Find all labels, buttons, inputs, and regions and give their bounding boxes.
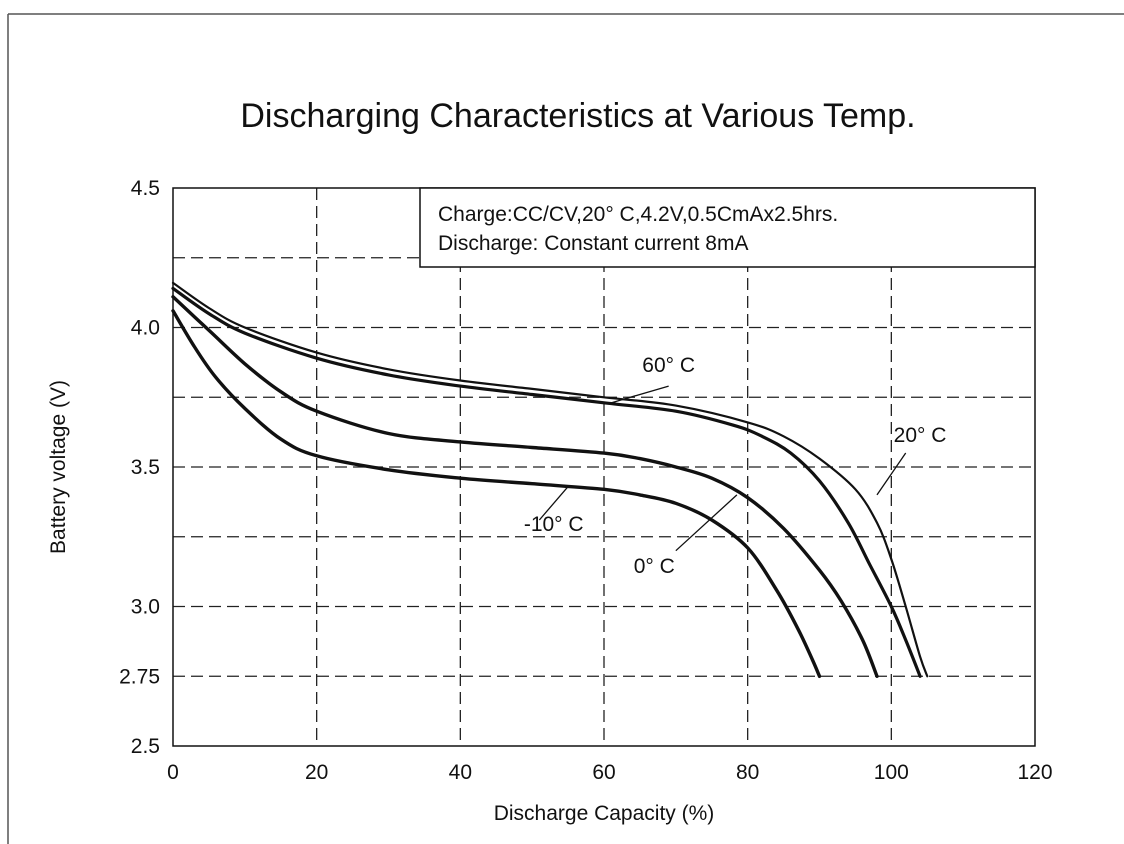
annotation-leader-line <box>876 452 907 496</box>
series-line-minus10c <box>171 309 822 678</box>
y-tick-label: 2.5 <box>131 735 160 758</box>
x-tick-label: 60 <box>592 761 615 784</box>
y-tick-label: 3.5 <box>131 456 160 479</box>
y-tick-label: 3.0 <box>131 596 160 619</box>
x-tick-label: 0 <box>167 761 179 784</box>
series-layer <box>171 281 929 678</box>
chart-title: Discharging Characteristics at Various T… <box>240 97 915 135</box>
series-line-60c <box>171 281 929 678</box>
y-axis-label: Battery voltage (V) <box>47 380 70 554</box>
annotation-label: -10° C <box>524 513 584 536</box>
annotation-label: 20° C <box>894 424 947 447</box>
y-tick-label: 4.0 <box>131 317 160 340</box>
x-tick-label: 120 <box>1017 761 1052 784</box>
x-tick-label: 40 <box>449 761 472 784</box>
annotation-leader-line <box>538 486 569 521</box>
x-tick-label: 100 <box>874 761 909 784</box>
legend-box: Charge:CC/CV,20° C,4.2V,0.5CmAx2.5hrs. D… <box>419 187 1036 268</box>
legend-line-charge: Charge:CC/CV,20° C,4.2V,0.5CmAx2.5hrs. <box>438 203 838 226</box>
y-tick-label: 4.5 <box>131 177 160 200</box>
x-tick-label: 80 <box>736 761 759 784</box>
legend-line-discharge: Discharge: Constant current 8mA <box>438 232 748 255</box>
series-line-0c <box>171 295 879 678</box>
annotation-label: 60° C <box>642 354 695 377</box>
tick-layer: 0 20 40 60 80 100 120 2.5 2.75 3.0 3.5 4.0 4.5 <box>119 177 1052 784</box>
annotation-leader-line <box>675 494 738 552</box>
legend-box-border <box>419 187 1036 268</box>
x-tick-label: 20 <box>305 761 328 784</box>
annotation-layer: 60° C 20° C 0° C -10° C <box>524 354 947 578</box>
annotation-label: 0° C <box>634 555 675 578</box>
y-tick-label: 2.75 <box>119 665 160 688</box>
x-axis-label: Discharge Capacity (%) <box>494 802 715 825</box>
grid-layer <box>173 188 1035 746</box>
annotation-leader-line <box>611 385 669 404</box>
series-line-20c <box>171 286 922 678</box>
